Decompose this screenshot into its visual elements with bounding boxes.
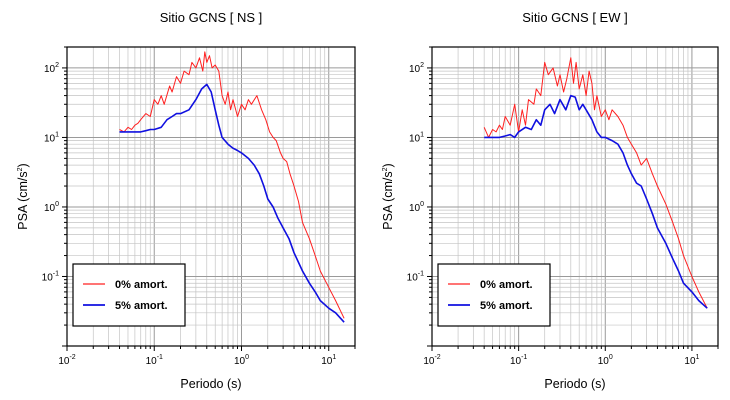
y-tick-base: 10: [409, 203, 421, 214]
x-tick-exp: 0: [245, 354, 249, 361]
y-tick-exp: 2: [420, 62, 424, 69]
x-tick-exp: 1: [696, 354, 700, 361]
x-tick-base: 10: [321, 356, 333, 367]
x-tick-label: 101: [684, 354, 699, 367]
legend-label: 5% amort.: [480, 300, 533, 312]
y-axis-label-tail: ): [16, 163, 30, 167]
y-tick-label: 10-1: [42, 270, 59, 283]
y-tick-exp: -1: [53, 270, 59, 277]
y-axis-label-sup: 2: [382, 167, 389, 171]
legend-label: 0% amort.: [115, 279, 168, 291]
legend-box: [72, 263, 186, 327]
y-tick-exp: 0: [55, 201, 59, 208]
y-tick-label: 101: [409, 131, 424, 144]
y-tick-label: 10-1: [407, 270, 424, 283]
y-tick-base: 10: [407, 272, 419, 283]
x-tick-label: 10-1: [510, 354, 527, 367]
x-tick-base: 10: [510, 356, 522, 367]
chart-title: Sitio GCNS [ NS ]: [160, 10, 263, 25]
y-tick-exp: 1: [420, 131, 424, 138]
x-tick-base: 10: [423, 356, 435, 367]
x-tick-exp: -1: [157, 354, 163, 361]
y-tick-label: 101: [44, 131, 59, 144]
y-tick-exp: 2: [55, 62, 59, 69]
legend-box: [437, 263, 551, 327]
x-tick-label: 100: [234, 354, 249, 367]
y-tick-base: 10: [44, 133, 56, 144]
x-tick-base: 10: [684, 356, 696, 367]
x-tick-exp: 1: [332, 354, 336, 361]
x-tick-exp: -2: [69, 354, 75, 361]
y-axis-label-main: PSA (cm/s: [16, 171, 30, 229]
x-tick-label: 10-2: [58, 354, 75, 367]
y-tick-base: 10: [42, 272, 54, 283]
series-line-amort-5: [119, 83, 345, 323]
y-tick-base: 10: [44, 203, 56, 214]
x-tick-label: 101: [321, 354, 336, 367]
x-tick-exp: -2: [434, 354, 440, 361]
x-axis-label: Periodo (s): [544, 377, 605, 391]
y-axis-label: PSA (cm/s2): [16, 163, 30, 229]
x-tick-base: 10: [58, 356, 70, 367]
legend-label: 5% amort.: [115, 300, 168, 312]
plot-frame: [66, 46, 356, 347]
y-tick-label: 102: [409, 62, 424, 75]
y-tick-exp: 0: [420, 201, 424, 208]
y-tick-base: 10: [409, 64, 421, 75]
y-tick-label: 102: [44, 62, 59, 75]
y-tick-base: 10: [44, 64, 56, 75]
chart-title: Sitio GCNS [ EW ]: [522, 10, 627, 25]
y-tick-base: 10: [409, 133, 421, 144]
y-tick-exp: -1: [418, 270, 424, 277]
legend-label: 0% amort.: [480, 279, 533, 291]
y-axis-label-tail: ): [381, 163, 395, 167]
series-line-amort-0: [483, 57, 708, 309]
x-tick-base: 10: [146, 356, 158, 367]
x-tick-label: 10-2: [423, 354, 440, 367]
x-tick-label: 100: [598, 354, 613, 367]
y-tick-label: 100: [44, 201, 59, 214]
y-axis-label-sup: 2: [17, 167, 24, 171]
x-tick-exp: 0: [609, 354, 613, 361]
y-tick-exp: 1: [55, 131, 59, 138]
x-axis-label: Periodo (s): [180, 377, 241, 391]
legend: 0% amort. 5% amort.: [437, 263, 551, 327]
legend: 0% amort. 5% amort.: [72, 263, 186, 327]
y-axis-label: PSA (cm/s2): [381, 163, 395, 229]
x-tick-label: 10-1: [146, 354, 163, 367]
x-tick-base: 10: [598, 356, 610, 367]
y-tick-label: 100: [409, 201, 424, 214]
y-axis-label-main: PSA (cm/s: [381, 171, 395, 229]
series-line-amort-0: [119, 51, 345, 319]
series-line-amort-5: [484, 94, 708, 309]
x-tick-exp: -1: [521, 354, 527, 361]
x-tick-base: 10: [234, 356, 246, 367]
plot-frame: [431, 46, 719, 347]
